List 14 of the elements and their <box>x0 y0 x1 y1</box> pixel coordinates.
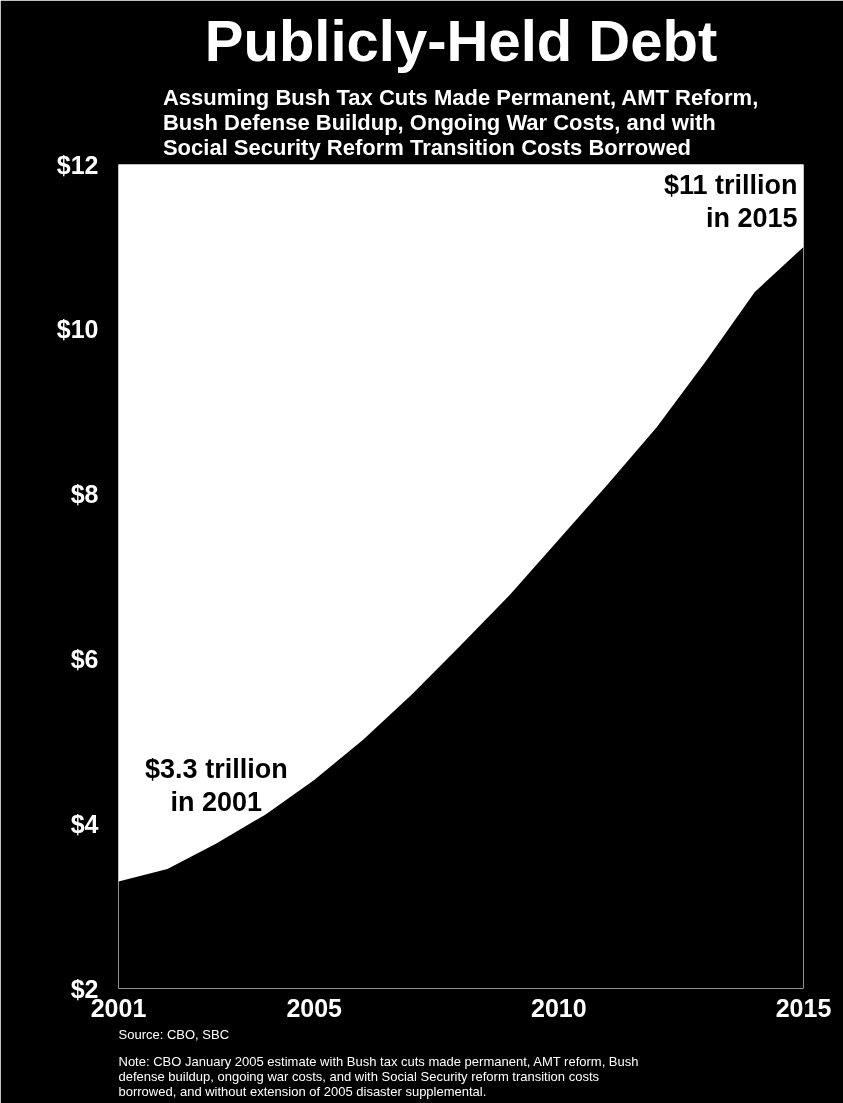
y-tick-label: $12 <box>56 150 99 179</box>
y-tick-label: $8 <box>70 480 99 509</box>
x-tick-label: 2005 <box>286 993 343 1022</box>
annotation: $3.3 trillion in 2001 <box>145 754 288 818</box>
source-note: Source: CBO, SBC <box>118 1026 230 1042</box>
annotation: $11 trillion in 2015 <box>663 169 798 233</box>
y-tick-label: $4 <box>70 809 99 838</box>
text: Note: CBO January 2005 estimate with Bush tax cuts made permanent, AMT reform, Bush defense buildup, ongoing war costs, and with Social Security reform transition costs borrowed, and without extension of 2005 disaster supplemental. <box>118 1053 639 1099</box>
y-tick-label: $6 <box>70 644 99 673</box>
x-tick-label: 2015 <box>775 993 832 1022</box>
chart-subtitle: Assuming Bush Tax Cuts Made Permanent, AMT Reform, Bush Defense Buildup, Ongoing War Costs, and with Social Security Reform Transition Costs Borrowed <box>162 84 759 160</box>
chart-title: Publicly-Held Debt <box>204 7 718 73</box>
y-tick-label: $10 <box>56 315 99 344</box>
x-tick-label: 2010 <box>531 993 587 1022</box>
